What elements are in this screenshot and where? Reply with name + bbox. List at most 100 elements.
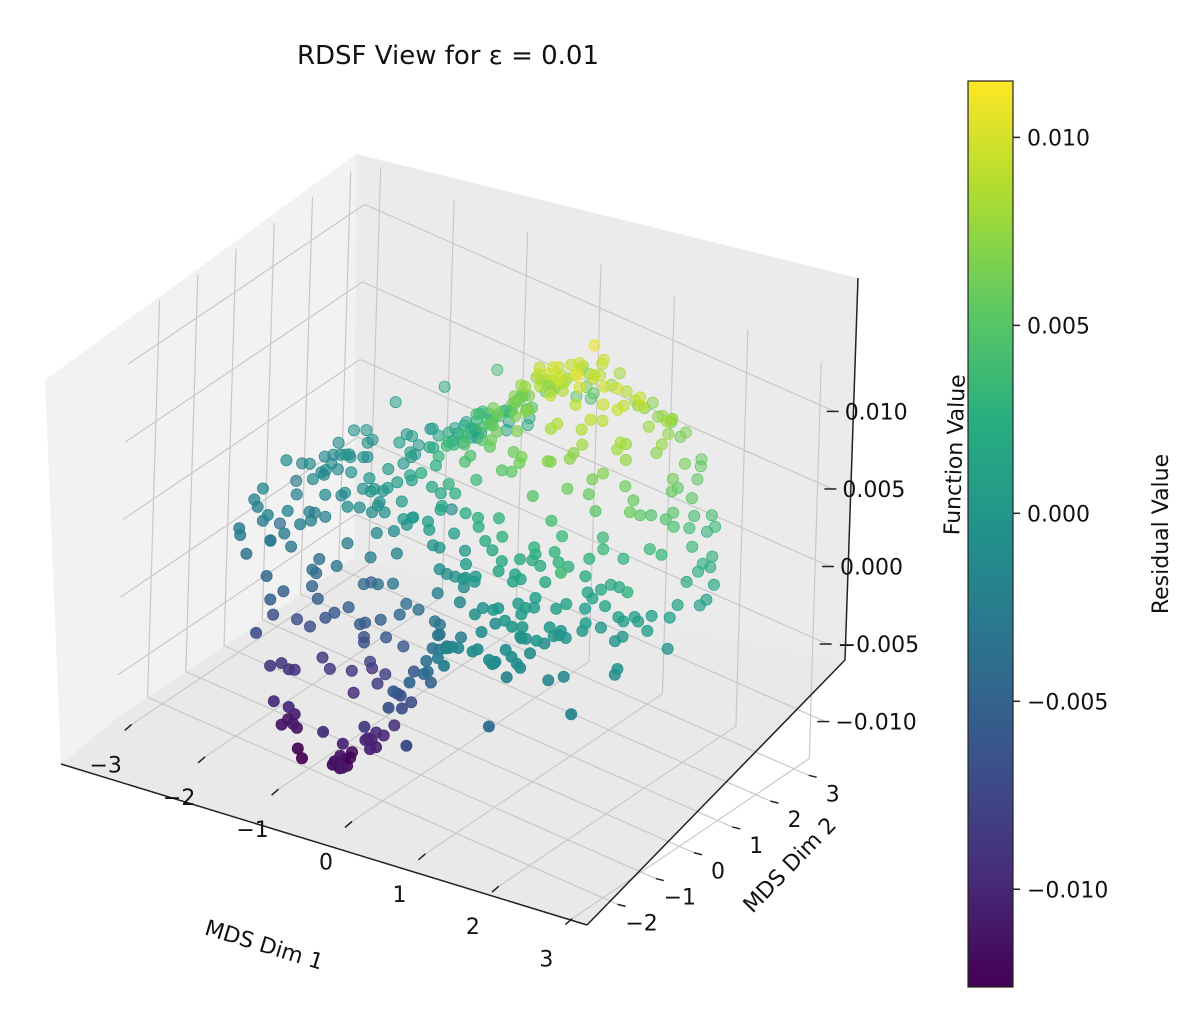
scatter-point: [448, 527, 461, 540]
scatter-point: [534, 559, 547, 572]
scatter-point: [596, 414, 609, 427]
grid-x-floor: [571, 758, 810, 920]
scatter-point: [707, 578, 720, 591]
scatter-point: [387, 525, 400, 538]
scatter-point: [575, 423, 588, 436]
colorbar-tick-label: −0.005: [1027, 690, 1108, 715]
scatter-point: [431, 587, 444, 600]
x-tick-label: 0: [319, 851, 333, 876]
y-tick-label: 3: [826, 782, 840, 807]
scatter-point: [583, 552, 596, 565]
scatter-point: [486, 544, 499, 557]
grid-z-side: [117, 514, 356, 676]
scatter-point: [641, 624, 654, 637]
scatter-point: [421, 665, 434, 678]
scatter-point: [338, 486, 351, 499]
scatter-point: [662, 427, 675, 440]
scatter-point: [353, 501, 366, 514]
scatter-point: [382, 462, 395, 475]
scatter-point: [336, 737, 349, 750]
scatter-point: [456, 573, 469, 586]
scatter-point: [285, 540, 298, 553]
scatter-point: [347, 686, 360, 699]
scatter-point: [514, 553, 527, 566]
scatter-point: [250, 626, 263, 639]
scatter-point: [612, 611, 625, 624]
scatter-point: [595, 583, 608, 596]
scatter-point: [685, 492, 698, 505]
x-tick-label: 2: [466, 915, 480, 940]
scatter-point: [442, 642, 455, 655]
scatter-point: [521, 419, 534, 432]
scatter-point: [319, 510, 332, 523]
scatter-point: [405, 430, 418, 443]
y-tick-label: 2: [787, 808, 801, 833]
scatter-point: [569, 398, 582, 411]
grid-y-floor: [262, 619, 733, 828]
colorbar-tick-label: −0.010: [1027, 878, 1108, 903]
scatter-point: [706, 550, 719, 563]
scatter-point: [545, 514, 558, 527]
scatter-point: [611, 382, 624, 395]
scatter-point: [694, 460, 707, 473]
colorbar-tick-label: 0.000: [1027, 502, 1090, 527]
scatter-point: [386, 577, 399, 590]
scatter-point: [524, 647, 537, 660]
scatter-point: [364, 485, 377, 498]
z-axis-ticks: −0.010 −0.005 0.000 0.005 0.010: [817, 400, 919, 736]
scatter-point: [613, 367, 626, 380]
scatter-point: [554, 566, 567, 579]
scatter-point: [359, 616, 372, 629]
scatter-point: [691, 473, 704, 486]
scatter-point: [365, 506, 378, 519]
scatter-point: [550, 602, 563, 615]
z-axis-label: Function Value: [940, 374, 971, 536]
grid-z-side: [122, 359, 361, 520]
scatter-point: [586, 473, 599, 486]
scatter-point: [261, 508, 274, 521]
x-tick-mark: [197, 756, 206, 764]
scatter-point: [506, 620, 519, 633]
scatter-point: [692, 565, 705, 578]
x-tick-label: −1: [236, 818, 268, 843]
scatter-point: [256, 482, 269, 495]
z-tick-label: −0.005: [838, 633, 919, 658]
y-tick-mark: [732, 826, 741, 830]
scatter-point: [423, 523, 436, 536]
x-axis-label: MDS Dim 1: [202, 916, 326, 976]
scatter-point: [586, 592, 599, 605]
scatter-point: [533, 368, 546, 381]
scatter-point: [306, 563, 319, 576]
scatter-point: [541, 455, 554, 468]
x-tick-mark: [344, 820, 353, 829]
scatter-point: [597, 398, 610, 411]
scatter-point: [619, 480, 632, 493]
scatter-point: [282, 701, 295, 714]
scatter-point: [345, 466, 358, 479]
scatter-point: [665, 485, 678, 498]
scatter-point: [458, 438, 471, 451]
scatter-point: [275, 657, 288, 670]
scatter-point: [406, 511, 419, 524]
chart-title: RDSF View for ε = 0.01: [297, 41, 599, 71]
scatter-point: [655, 548, 668, 561]
scatter-point: [611, 663, 624, 676]
scatter-point: [619, 453, 632, 466]
scatter-point: [588, 368, 601, 381]
scatter-point: [397, 457, 410, 470]
scatter-point: [233, 522, 246, 535]
scatter-point: [492, 565, 505, 578]
grid-x-floor: [425, 693, 663, 855]
z-tick-label: 0.010: [845, 400, 908, 425]
scatter-point: [617, 552, 630, 565]
grid-x-floor: [131, 563, 370, 725]
scatter-point: [311, 592, 324, 605]
scatter-point: [552, 556, 565, 569]
scatter-point: [424, 676, 437, 689]
scatter-point: [278, 527, 291, 540]
scatter-point: [280, 454, 293, 467]
scatter-point: [576, 438, 589, 451]
scatter-point: [663, 611, 676, 624]
